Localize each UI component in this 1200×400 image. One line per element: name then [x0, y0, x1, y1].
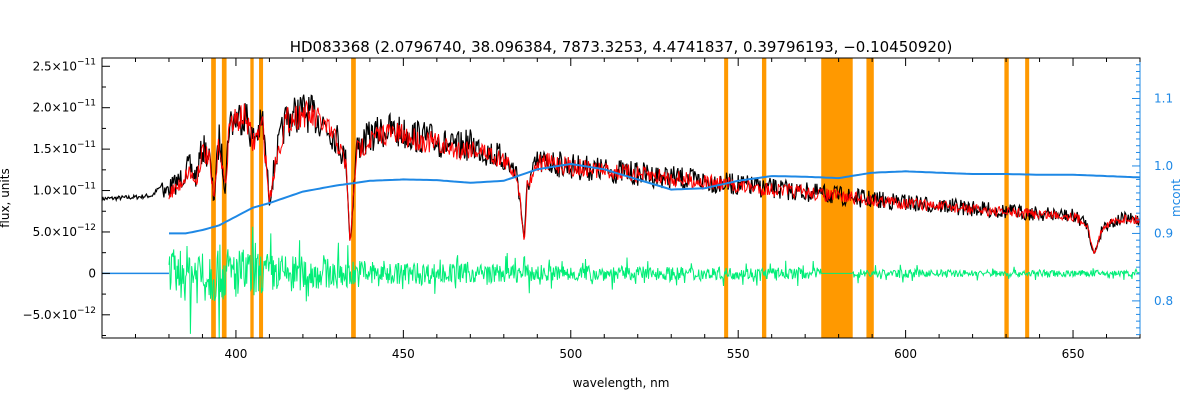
- masked-band: [1004, 58, 1009, 338]
- x-tick-label: 500: [559, 347, 582, 361]
- y-tick-label: 0: [88, 266, 96, 280]
- y-tick-label: 1.0×10−11: [33, 182, 96, 198]
- x-tick-label: 550: [727, 347, 750, 361]
- y-axis-right: 0.8 0.9 1.0 1.1: [1132, 64, 1173, 336]
- masked-band: [1025, 58, 1030, 338]
- residual-line: [168, 226, 1140, 338]
- y-tick-label: 2.0×10−11: [33, 99, 96, 115]
- series-lines: [101, 94, 1141, 338]
- masked-band: [221, 58, 227, 338]
- x-axis: 400 450 500 550 600 650: [134, 58, 1141, 361]
- x-axis-label: wavelength, nm: [573, 376, 670, 390]
- masked-band: [250, 58, 254, 338]
- y-axis-right-label: mcont: [1169, 179, 1183, 217]
- x-tick-label: 450: [392, 347, 415, 361]
- masked-band: [761, 58, 767, 338]
- y-right-tick-label: 1.0: [1154, 159, 1173, 173]
- x-tick-label: 650: [1062, 347, 1085, 361]
- model-spectrum-line: [168, 99, 1141, 254]
- y-tick-label: 2.5×10−11: [33, 57, 96, 73]
- y-tick-label: −5.0×10−12: [23, 306, 96, 322]
- masked-band: [724, 58, 729, 338]
- y-right-tick-label: 0.8: [1154, 294, 1173, 308]
- y-tick-label: 1.5×10−11: [33, 140, 96, 156]
- mcont-line: [169, 162, 1141, 235]
- x-tick-label: 400: [224, 347, 247, 361]
- masked-band: [259, 58, 264, 338]
- y-axis-label: flux, units: [0, 168, 12, 227]
- y-right-tick-label: 0.9: [1154, 226, 1173, 240]
- x-tick-label: 600: [894, 347, 917, 361]
- y-tick-label: 5.0×10−12: [33, 223, 96, 239]
- y-right-tick-label: 1.1: [1154, 91, 1173, 105]
- chart-title: HD083368 (2.0796740, 38.096384, 7873.325…: [290, 38, 953, 56]
- y-axis-left: −5.0×10−12 0 5.0×10−12 1.0×10−11 1.5×10−11 2.…: [23, 57, 110, 337]
